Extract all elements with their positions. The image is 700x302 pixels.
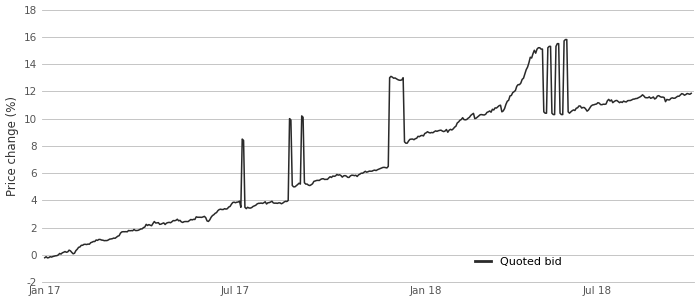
Y-axis label: Price change (%): Price change (%) [6,96,19,196]
Legend: Quoted bid: Quoted bid [470,252,566,271]
